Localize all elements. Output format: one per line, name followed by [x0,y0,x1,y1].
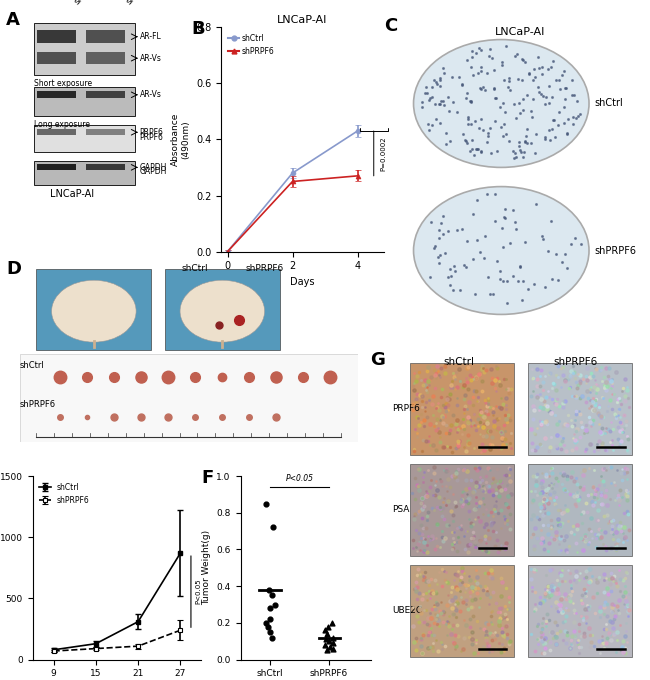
Point [323,621,333,632]
Text: shCtrl: shCtrl [182,264,209,273]
Text: GAPDH: GAPDH [140,163,167,172]
Bar [37,52,75,64]
Text: P<0.05: P<0.05 [196,579,202,605]
Bar [86,30,125,43]
Bar [86,129,125,135]
Text: F: F [202,469,214,487]
Text: shPRPF6: shPRPF6 [246,264,284,273]
Point [265,584,275,595]
Point [328,632,338,643]
Point [263,621,273,632]
Text: LNCaP-AI: LNCaP-AI [50,189,94,199]
Bar [37,91,75,98]
Text: shCtrl: shCtrl [72,0,98,7]
Text: shCtrl: shCtrl [595,99,623,109]
Y-axis label: Absorbance
(490nm): Absorbance (490nm) [171,113,190,166]
X-axis label: Days: Days [290,277,315,287]
Ellipse shape [413,186,589,314]
Text: Long exposure: Long exposure [34,120,90,129]
Text: P<0.05: P<0.05 [285,475,313,483]
Text: AR-FL: AR-FL [140,32,161,41]
Point [266,632,277,643]
Text: G: G [370,351,385,369]
Text: C: C [384,17,398,35]
Text: shCtrl: shCtrl [444,356,474,367]
Text: PSA: PSA [393,505,410,514]
Y-axis label: Tumor Weight(g): Tumor Weight(g) [202,530,211,605]
Text: shPRPF6: shPRPF6 [553,356,597,367]
Point [319,639,330,650]
Text: UBE2C: UBE2C [393,606,422,615]
Bar [86,52,125,64]
Bar [37,129,75,135]
Point [324,636,334,647]
Text: shPRPF6: shPRPF6 [125,0,158,7]
Point [322,628,332,639]
Text: A: A [5,12,20,29]
Ellipse shape [413,39,589,167]
Text: PRPF6: PRPF6 [393,404,421,413]
Bar [34,161,135,185]
Text: B: B [192,20,205,39]
Text: D: D [6,260,21,278]
Text: AR-Vs: AR-Vs [140,54,162,63]
Text: Short exposure: Short exposure [34,79,92,88]
Text: LNCaP-AI: LNCaP-AI [495,27,545,37]
Point [265,627,275,638]
Bar [34,23,135,75]
Title: LNCaP-AI: LNCaP-AI [277,15,328,25]
Text: PRPF6: PRPF6 [140,128,164,137]
Ellipse shape [51,280,136,342]
Text: shCtrl: shCtrl [20,360,44,370]
Ellipse shape [180,280,265,342]
Legend: shCtrl, shPRPF6: shCtrl, shPRPF6 [225,31,278,59]
Bar [86,91,125,98]
Point [261,498,271,509]
Point [327,617,337,628]
Text: shPRPF6: shPRPF6 [595,245,637,256]
Point [325,641,335,652]
Text: PRPF6: PRPF6 [140,133,164,141]
Point [321,634,332,645]
Point [265,602,276,613]
Bar [34,126,135,152]
Bar [37,165,75,170]
Point [265,614,275,625]
Point [268,522,278,533]
Text: P=0.0002: P=0.0002 [380,136,386,171]
Point [261,617,271,628]
Point [328,643,339,654]
Bar [37,30,75,43]
Point [269,599,280,610]
Point [328,638,339,649]
Text: shPRPF6: shPRPF6 [20,400,56,409]
Point [321,645,332,656]
Point [267,590,278,601]
Text: AR-Vs: AR-Vs [140,90,162,99]
Bar [34,88,135,116]
Bar [86,165,125,170]
Text: GAPDH: GAPDH [140,167,167,176]
Point [320,625,330,636]
Legend: shCtrl, shPRPF6: shCtrl, shPRPF6 [36,480,93,508]
